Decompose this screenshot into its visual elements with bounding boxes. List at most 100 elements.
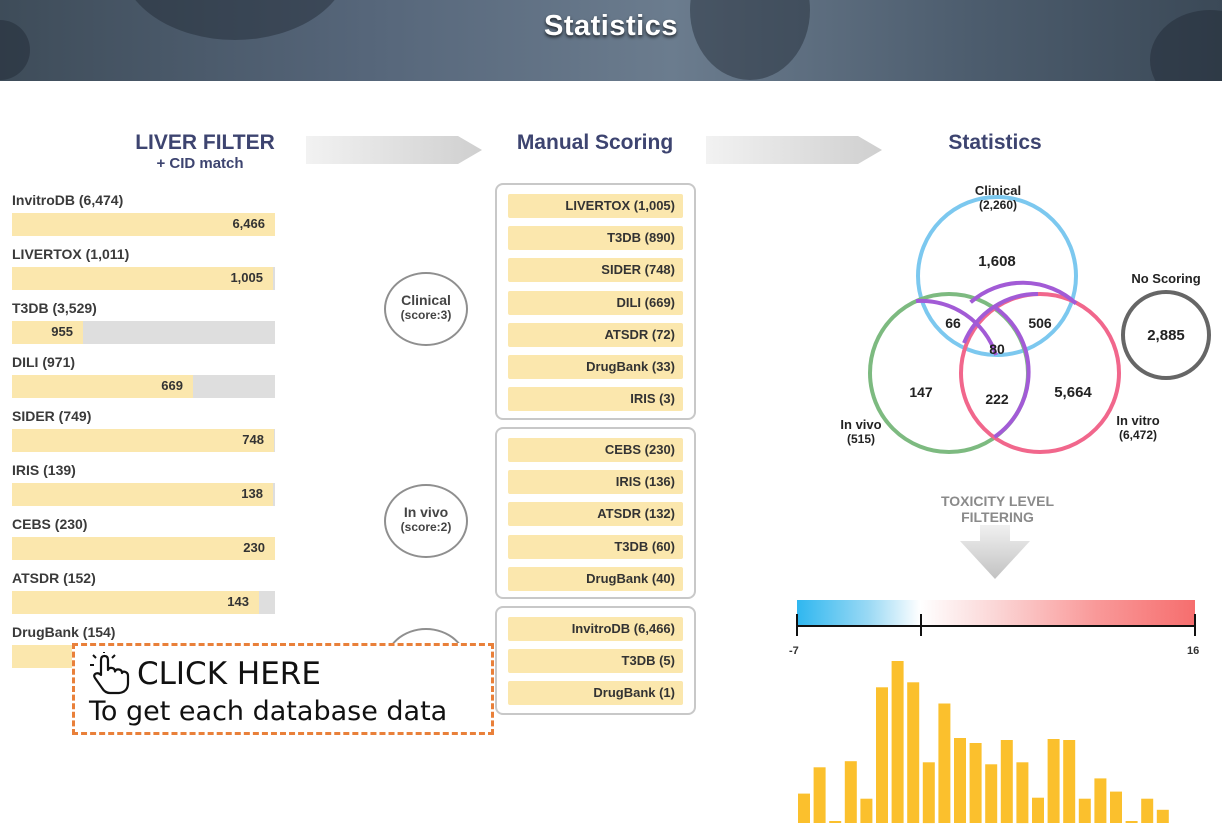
clinical-group-item: DILI (669) bbox=[508, 290, 683, 315]
invivo-score-name: In vivo bbox=[403, 504, 449, 520]
histogram-bar bbox=[1078, 798, 1091, 823]
histogram-bar bbox=[1063, 740, 1076, 823]
database-title[interactable]: CEBS (230) bbox=[12, 516, 88, 532]
database-title[interactable]: LIVERTOX (1,011) bbox=[12, 246, 130, 262]
invivo-score-badge: In vivo (score:2) bbox=[384, 484, 468, 558]
database-title[interactable]: IRIS (139) bbox=[12, 462, 76, 478]
click-here-callout[interactable]: CLICK HERE To get each database data bbox=[72, 643, 494, 735]
toxicity-histogram bbox=[798, 661, 1169, 824]
database-bar[interactable]: 669 bbox=[12, 375, 275, 398]
database-bar-fill bbox=[12, 213, 275, 236]
database-title[interactable]: DrugBank (154) bbox=[12, 624, 116, 640]
invitro-group-box: InvitroDB (6,466) T3DB (5) DrugBank (1) bbox=[495, 606, 696, 715]
database-bar-value: 138 bbox=[241, 486, 263, 501]
database-bar-fill bbox=[12, 375, 193, 398]
venn-clinical-only: 1,608 bbox=[978, 253, 1016, 270]
invivo-group-item: DrugBank (40) bbox=[508, 566, 683, 591]
database-bar-value: 6,466 bbox=[232, 216, 265, 231]
venn-invitro-label: In vitro bbox=[1116, 413, 1159, 428]
database-bar-fill bbox=[12, 429, 274, 452]
histogram-bar bbox=[1141, 798, 1154, 823]
header-banner: Statistics bbox=[0, 0, 1222, 81]
histogram-bar bbox=[876, 687, 888, 823]
toxicity-gradient-bar bbox=[797, 600, 1195, 626]
database-bar[interactable]: 1,005 bbox=[12, 267, 275, 290]
database-bar[interactable]: 230 bbox=[12, 537, 275, 560]
histogram-bar bbox=[922, 762, 935, 824]
liver-filter-heading: LIVER FILTER bbox=[135, 131, 275, 154]
down-arrow-icon bbox=[960, 525, 1030, 579]
histogram-bar bbox=[844, 761, 857, 823]
venn-invitro-circle bbox=[959, 292, 1121, 454]
flow-arrow-icon bbox=[306, 136, 482, 164]
clinical-group-item: SIDER (748) bbox=[508, 258, 683, 283]
venn-invitro-total: (6,472) bbox=[1119, 428, 1157, 442]
invivo-group-item: T3DB (60) bbox=[508, 534, 683, 559]
clinical-group-item: LIVERTOX (1,005) bbox=[508, 194, 683, 218]
venn-all-three: 80 bbox=[989, 341, 1005, 357]
histogram-bar bbox=[1094, 778, 1107, 823]
database-bar-value: 748 bbox=[242, 432, 264, 447]
histogram-bar bbox=[813, 767, 826, 823]
invivo-group-item: CEBS (230) bbox=[508, 438, 683, 462]
flow-arrow-icon bbox=[706, 136, 882, 164]
clinical-score-value: (score:3) bbox=[400, 308, 452, 322]
histogram-bar bbox=[969, 743, 982, 823]
histogram-bar bbox=[1016, 762, 1029, 824]
clinical-group-item: T3DB (890) bbox=[508, 226, 683, 251]
database-title[interactable]: DILI (971) bbox=[12, 354, 76, 370]
database-bar-fill bbox=[12, 267, 273, 290]
clinical-score-name: Clinical bbox=[401, 292, 451, 308]
clinical-group-item: DrugBank (33) bbox=[508, 355, 683, 379]
database-bar[interactable]: 6,466 bbox=[12, 213, 275, 236]
venn-clinical-label: Clinical bbox=[975, 183, 1021, 198]
liver-filter-subheading: + CID match bbox=[156, 155, 244, 172]
database-title[interactable]: T3DB (3,529) bbox=[12, 300, 97, 316]
histogram-bar bbox=[907, 682, 920, 823]
venn-invivo-only: 147 bbox=[909, 384, 933, 400]
invitro-group-item: T3DB (5) bbox=[508, 649, 683, 674]
database-bar-value: 669 bbox=[161, 378, 183, 393]
venn-no-scoring-label: No Scoring bbox=[1131, 271, 1200, 286]
histogram-bar bbox=[1125, 821, 1138, 823]
database-bar[interactable]: 138 bbox=[12, 483, 275, 506]
statistics-heading: Statistics bbox=[948, 131, 1042, 154]
venn-invitro-only: 5,664 bbox=[1054, 384, 1092, 401]
clinical-group-item: ATSDR (72) bbox=[508, 322, 683, 347]
histogram-bar bbox=[985, 764, 998, 823]
toxicity-max-label: 16 bbox=[1187, 645, 1200, 657]
clinical-group-box: LIVERTOX (1,005) T3DB (890) SIDER (748) DIL… bbox=[495, 183, 696, 420]
database-bar-fill bbox=[12, 483, 273, 506]
venn-no-scoring-value: 2,885 bbox=[1147, 327, 1185, 344]
invitro-group-item: DrugBank (1) bbox=[508, 681, 683, 706]
histogram-bar bbox=[860, 798, 873, 823]
database-title[interactable]: SIDER (749) bbox=[12, 408, 92, 424]
callout-heading: CLICK HERE bbox=[137, 656, 321, 692]
database-bar-value: 955 bbox=[51, 324, 73, 339]
venn-clinical-total: (2,260) bbox=[979, 198, 1017, 212]
invivo-group-item: ATSDR (132) bbox=[508, 502, 683, 527]
database-bar-value: 143 bbox=[227, 594, 249, 609]
histogram-bar bbox=[798, 793, 810, 823]
toxicity-filter-label: TOXICITY LEVEL FILTERING bbox=[925, 493, 1070, 525]
toxicity-scale-axis bbox=[796, 614, 1196, 636]
database-title[interactable]: ATSDR (152) bbox=[12, 570, 96, 586]
clinical-score-badge: Clinical (score:3) bbox=[384, 272, 468, 346]
database-bar[interactable]: 143 bbox=[12, 591, 275, 614]
manual-scoring-heading: Manual Scoring bbox=[516, 131, 674, 154]
toxicity-label-line1: TOXICITY LEVEL bbox=[940, 493, 1055, 509]
venn-invivo-invitro: 222 bbox=[985, 391, 1009, 407]
database-bar[interactable]: 748 bbox=[12, 429, 275, 452]
histogram-bar bbox=[1156, 809, 1169, 823]
database-bar-fill bbox=[12, 321, 83, 344]
clinical-group-item: IRIS (3) bbox=[508, 387, 683, 412]
venn-clinical-invivo: 66 bbox=[945, 315, 961, 331]
database-title[interactable]: InvitroDB (6,474) bbox=[12, 192, 124, 208]
venn-no-scoring-circle bbox=[1121, 290, 1211, 380]
invivo-score-value: (score:2) bbox=[400, 520, 452, 534]
histogram-bar bbox=[1047, 739, 1060, 823]
histogram-bar bbox=[1000, 740, 1013, 823]
database-bar[interactable]: 955 bbox=[12, 321, 275, 344]
database-bar-value: 1,005 bbox=[230, 270, 263, 285]
histogram-bar bbox=[829, 821, 842, 823]
